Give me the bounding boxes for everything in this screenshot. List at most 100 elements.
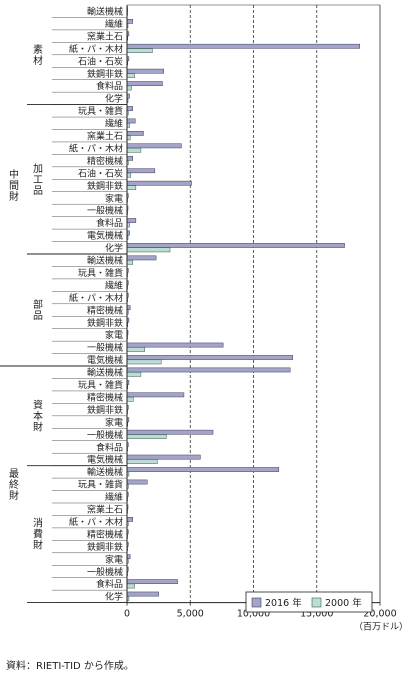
chart-bars [126, 6, 361, 601]
bar-2016 [126, 118, 136, 124]
category-label: 一般機械 [87, 342, 123, 354]
category-label: 繊維 [105, 279, 123, 291]
bar-2000 [126, 583, 135, 589]
x-tick-label: 10,000 [237, 609, 270, 620]
group-label: 素材 [33, 43, 43, 67]
bar-2016 [126, 591, 159, 597]
bar-2000 [126, 359, 162, 365]
category-label: 繊維 [105, 491, 123, 503]
group-label: 資本財 [33, 399, 43, 433]
level1-label: 最終財 [9, 468, 19, 502]
bar-2016 [126, 19, 133, 24]
category-label: 輸送機械 [87, 255, 123, 267]
bar-2000 [126, 372, 142, 377]
category-label: 鉄鋼非鉄 [87, 317, 123, 329]
bar-2016 [126, 218, 137, 223]
bar-2000 [126, 147, 142, 153]
bar-2000 [126, 396, 134, 402]
x-tick-label: 15,000 [300, 609, 333, 620]
bar-2016 [126, 243, 345, 248]
category-label: 一般機械 [87, 205, 123, 217]
category-label: 食料品 [96, 80, 123, 92]
category-label: 精密機械 [87, 391, 123, 403]
category-label: 化学 [105, 242, 123, 254]
category-label: 食料品 [96, 217, 123, 229]
category-label: 輸送機械 [87, 6, 123, 18]
x-tick-label: 5,000 [177, 609, 204, 620]
category-label: 窯業土石 [87, 130, 123, 142]
bar-2000 [126, 73, 135, 78]
bar-2000 [126, 85, 132, 91]
level1-label: 中間財 [9, 168, 19, 203]
bar-2000 [126, 347, 145, 352]
category-label: 鉄鋼非鉄 [87, 404, 123, 416]
category-label: 食料品 [96, 441, 123, 453]
bar-2000 [126, 259, 133, 265]
bar-2016 [126, 355, 293, 360]
category-label: 紙・パ・木材 [69, 516, 123, 528]
category-label: 輸送機械 [87, 367, 123, 379]
category-label: 家電 [105, 553, 123, 565]
category-label: 電気機械 [87, 354, 123, 366]
unit-label: （百万ドル） [354, 622, 408, 633]
category-label: 玩具・雑貨 [78, 479, 123, 491]
legend-swatch-2016 [251, 597, 262, 608]
bar-2016 [126, 579, 178, 584]
category-label: 一般機械 [87, 429, 123, 441]
bar-2016 [126, 454, 201, 460]
x-tick-label: 0 [124, 609, 130, 620]
bar-2000 [126, 185, 137, 190]
group-label: 部品 [33, 298, 43, 322]
bar-2016 [126, 106, 133, 111]
x-axis: 0 5,000 10,000 15,000 20,000 （百万ドル） [124, 4, 408, 633]
category-label: 鉄鋼非鉄 [87, 180, 123, 192]
category-label: 輸送機械 [87, 466, 123, 478]
category-label: 窯業土石 [87, 504, 123, 516]
bar-2000 [126, 172, 132, 178]
category-label: 化学 [105, 591, 123, 603]
bar-2000 [126, 434, 167, 439]
bar-2016 [126, 392, 185, 398]
bar-2016 [126, 367, 291, 373]
category-label: 石油・石炭 [78, 55, 123, 67]
category-labels: 輸送機械繊維窯業土石紙・パ・木材石油・石炭鉄鋼非鉄食料品化学玩具・雑貨繊維窯業土… [69, 6, 123, 603]
bar-2016 [126, 168, 156, 174]
category-label: 化学 [105, 93, 123, 105]
category-label: 石油・石炭 [78, 167, 123, 179]
category-label: 精密機械 [87, 304, 123, 316]
category-label: 窯業土石 [87, 30, 123, 42]
bar-2000 [126, 48, 153, 53]
chart-gridlines [189, 5, 381, 603]
legend-box [245, 591, 373, 613]
category-label: 食料品 [96, 578, 123, 590]
bar-2016 [126, 155, 133, 161]
category-label: 家電 [105, 329, 123, 341]
category-label: 玩具・雑貨 [78, 267, 123, 279]
bar-2000 [126, 459, 158, 464]
bar-2016 [126, 131, 144, 136]
bar-2000 [126, 247, 171, 253]
group-separators [0, 17, 127, 604]
category-label: 繊維 [105, 18, 123, 30]
category-label: 玩具・雑貨 [78, 379, 123, 391]
group-label: 加工品 [33, 163, 43, 197]
category-label: 紙・パ・木材 [69, 292, 123, 304]
category-label: 一般機械 [87, 566, 123, 578]
source-note: 資料：RIETI-TID から作成。 [6, 661, 134, 672]
category-label: 玩具・雑貨 [78, 105, 123, 117]
category-label: 電気機械 [87, 230, 123, 242]
legend-label-2016: 2016 年 [265, 597, 302, 609]
bar-2016 [126, 342, 224, 348]
bar-2016 [126, 255, 157, 261]
legend: 2016 年 2000 年 [245, 591, 373, 613]
bar-2016 [126, 467, 280, 472]
bar-2016 [126, 81, 163, 86]
bar-2016 [126, 143, 182, 149]
bar-2016 [126, 429, 214, 435]
group-label: 消費財 [33, 517, 43, 552]
bar-2016 [126, 180, 192, 186]
bar-2016 [126, 68, 164, 74]
legend-label-2000: 2000 年 [325, 597, 362, 609]
